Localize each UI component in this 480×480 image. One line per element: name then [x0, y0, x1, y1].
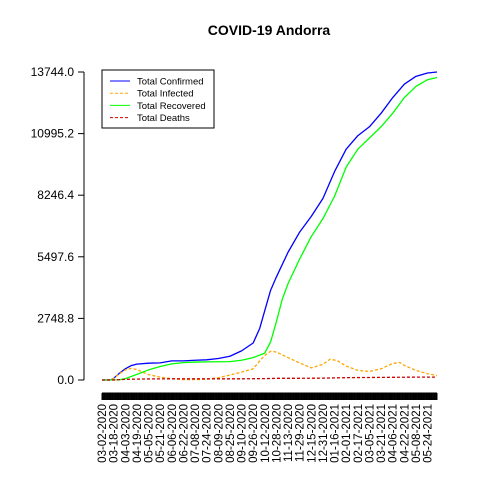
x-tick-label: 03-05-2021: [364, 404, 376, 463]
series-line-total-infected: [101, 350, 438, 381]
x-tick-label: 01-16-2021: [330, 404, 342, 463]
x-tick-label: 04-06-2021: [388, 404, 400, 463]
x-tick-label: 06-22-2020: [178, 404, 190, 463]
x-tick-label: 04-03-2020: [120, 404, 132, 463]
legend-label-total-infected: Total Infected: [137, 89, 194, 100]
y-tick-label: 5497.6: [37, 250, 74, 264]
series-line-total-confirmed: [101, 71, 438, 381]
chart-title: COVID-19 Andorra: [208, 22, 331, 38]
x-tick-label: 05-08-2021: [411, 404, 423, 463]
x-tick-label: 09-10-2020: [237, 404, 249, 463]
x-tick-label: 04-19-2020: [132, 404, 144, 463]
x-axis: 03-02-2020 03-18-2020 04-03-2020 04-19-2020…: [97, 392, 438, 463]
y-tick-label: 0.0: [57, 373, 74, 387]
x-tick-label: 09-26-2020: [248, 404, 260, 463]
y-tick-label: 2748.8: [37, 311, 74, 325]
x-tick-label: 11-29-2020: [295, 404, 307, 462]
y-axis: 0.0 2748.8 5497.6 8246.4 10995.2 13744.0: [31, 65, 85, 387]
y-tick-label: 13744.0: [31, 65, 75, 79]
y-tick-label: 8246.4: [37, 188, 74, 202]
x-tick-label: 02-17-2021: [353, 404, 365, 463]
x-tick-label: 05-05-2020: [144, 404, 156, 463]
x-tick-label: 10-12-2020: [260, 404, 272, 463]
x-tick-label: 08-25-2020: [225, 404, 237, 463]
x-tick-label: 11-13-2020: [283, 404, 295, 462]
x-tick-label: 07-08-2020: [190, 404, 202, 463]
x-tick-label: 05-21-2020: [155, 404, 167, 463]
x-tick-label: 03-18-2020: [109, 404, 121, 463]
x-tick-label: 03-21-2021: [376, 404, 388, 463]
x-day-ticks: [101, 393, 438, 400]
y-tick-label: 10995.2: [31, 127, 75, 141]
series-layer: [101, 71, 438, 381]
legend-box: [101, 69, 215, 129]
legend-label-total-confirmed: Total Confirmed: [137, 77, 204, 88]
x-tick-label: 12-15-2020: [306, 404, 318, 463]
series-line-total-recovered: [101, 76, 438, 381]
x-tick-label: 12-31-2020: [318, 404, 330, 463]
x-tick-label: 03-02-2020: [97, 404, 109, 463]
x-tick-label: 06-06-2020: [167, 404, 179, 463]
legend-label-total-deaths: Total Deaths: [137, 113, 190, 124]
x-tick-label: 04-22-2021: [399, 404, 411, 463]
x-tick-label: 07-24-2020: [202, 404, 214, 463]
x-tick-label: 10-28-2020: [271, 404, 283, 463]
x-tick-label: 02-01-2021: [341, 404, 353, 463]
x-tick-label: 08-09-2020: [213, 404, 225, 463]
x-tick-label: 05-24-2021: [423, 404, 435, 463]
legend-label-total-recovered: Total Recovered: [137, 101, 206, 112]
